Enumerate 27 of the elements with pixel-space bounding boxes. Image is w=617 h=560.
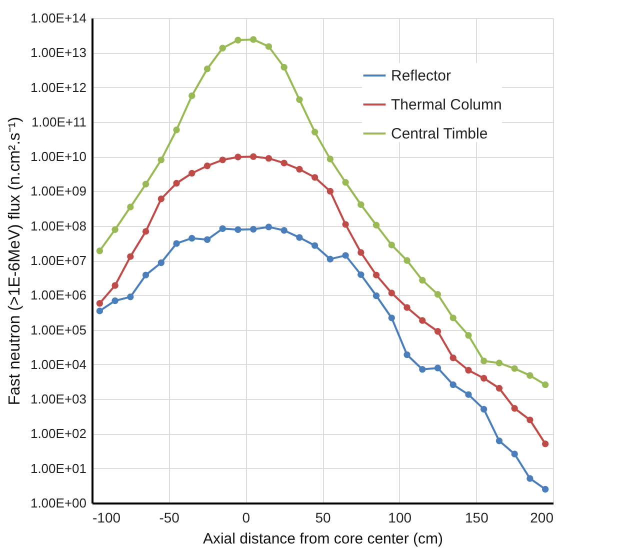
legend-label: Reflector [391,68,452,84]
x-tick-label: 100 [388,510,412,526]
x-tick-label: 200 [530,510,554,526]
x-tick-label: 50 [315,510,331,526]
x-tick-label: -100 [92,510,121,526]
y-tick-label: 1.00E+14 [30,10,86,26]
y-tick-label: 1.00E+03 [30,392,86,407]
x-axis-title: Axial distance from core center (cm) [202,530,444,548]
y-tick-label: 1.00E+12 [30,80,86,95]
y-tick-label: 1.00E+09 [30,184,86,199]
y-tick-label: 1.00E+01 [30,460,86,476]
y-tick-label: 1.00E+13 [30,45,86,60]
y-tick-label: 1.00E+05 [30,322,86,338]
y-axis-title: Fast neutron (>1E-6MeV) flux (n.cm².s⁻¹) [6,116,24,406]
y-tick-label: 1.00E+02 [30,426,86,442]
x-tick-label: -50 [159,510,180,526]
y-tick-label: 1.00E+11 [31,114,86,130]
y-tick-label: 1.00E+06 [30,288,86,303]
x-tick-label: 150 [464,510,489,526]
x-tick-label: 0 [242,510,250,526]
y-tick-label: 1.00E+08 [30,218,86,234]
y-tick-label: 1.00E+00 [30,496,86,510]
legend-label: Thermal Column [391,96,502,114]
y-tick-label: 1.00E+04 [30,356,86,372]
y-tick-label: 1.00E+07 [30,253,86,268]
legend-label: Central Timble [391,126,488,142]
y-tick-label: 1.00E+10 [30,149,86,164]
